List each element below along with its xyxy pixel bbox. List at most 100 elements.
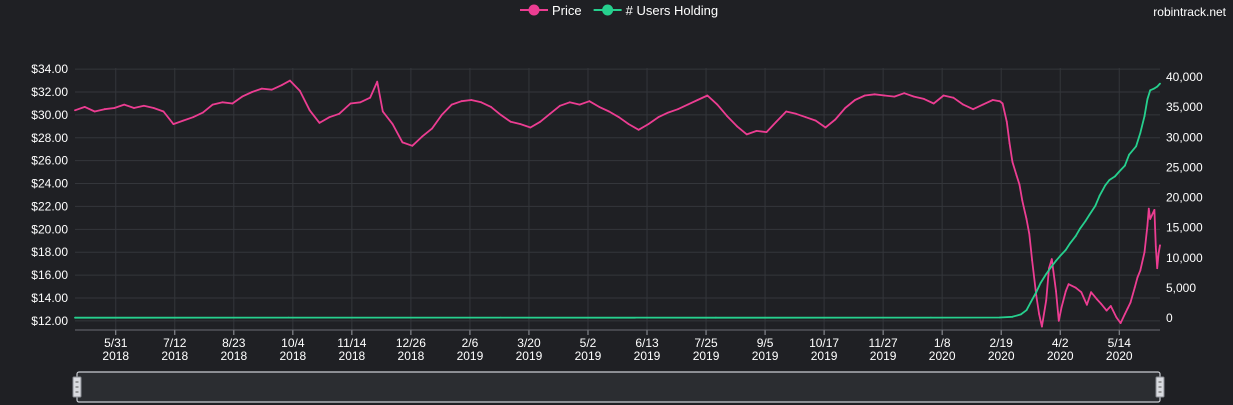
data-point-price — [113, 107, 116, 109]
data-point-users-holding — [1029, 301, 1032, 304]
data-point-price — [1055, 290, 1057, 292]
x-tick-label-date: 2/6 — [462, 336, 479, 350]
data-point-price — [1105, 309, 1108, 312]
x-tick-label-year: 2020 — [1106, 349, 1133, 363]
y-left-axis: $12.00 $14.00 $16.00 $18.00 $20.00 $22.00 $24.… — [31, 62, 68, 328]
data-point-users-holding — [1114, 175, 1116, 178]
x-axis: 5/3120187/1220188/23201810/4201811/14201… — [75, 329, 1160, 363]
x-tick-label-date: 1/8 — [934, 336, 951, 350]
data-point-price — [411, 144, 414, 147]
data-point-price — [736, 125, 738, 128]
data-point-users-holding — [1135, 145, 1137, 148]
legend-item-users-holding[interactable]: # Users Holding — [593, 3, 719, 18]
x-tick-label-date: 3/20 — [517, 336, 541, 350]
data-point-price — [923, 98, 925, 100]
x-tick-label-date: 11/27 — [869, 336, 898, 350]
data-point-price — [1025, 218, 1028, 220]
x-tick-label-year: 2020 — [929, 349, 956, 363]
data-point-users-holding — [1011, 315, 1014, 318]
data-point-price — [578, 103, 581, 106]
x-tick-label-date: 7/25 — [694, 336, 718, 350]
data-point-price — [627, 123, 630, 125]
data-point-price — [804, 116, 807, 119]
data-point-price — [942, 94, 945, 97]
data-point-price — [568, 101, 571, 104]
data-point-price — [440, 114, 443, 116]
data-point-users-holding — [1156, 85, 1159, 88]
data-point-price — [1011, 160, 1014, 163]
data-point-price — [529, 126, 532, 129]
data-point-users-holding — [287, 316, 290, 319]
data-point-price — [864, 94, 866, 97]
y-left-tick-label: $20.00 — [31, 222, 68, 236]
data-point-users-holding — [1146, 98, 1149, 101]
data-point-price — [932, 102, 935, 105]
data-point-price — [598, 106, 601, 108]
x-tick-label-year: 2019 — [693, 349, 720, 363]
series-points-price — [74, 79, 1161, 328]
data-point-price — [1008, 142, 1011, 145]
data-point-users-holding — [1159, 82, 1161, 85]
data-point-price — [765, 131, 768, 134]
x-tick-label-date: 12/26 — [396, 336, 426, 350]
x-tick-label-year: 2019 — [516, 349, 543, 363]
data-point-price — [785, 110, 788, 113]
data-point-price — [1015, 174, 1018, 177]
legend-swatch-dot — [602, 4, 614, 16]
data-point-price — [509, 120, 512, 123]
y-right-tick-label: 30,000 — [1166, 130, 1203, 144]
data-point-price — [1080, 291, 1083, 294]
legend[interactable]: Price # Users Holding — [520, 3, 718, 18]
data-point-price — [280, 84, 283, 87]
data-point-price — [143, 104, 145, 107]
data-point-price — [519, 123, 522, 125]
data-point-price — [1115, 316, 1118, 319]
data-point-price — [1153, 209, 1156, 211]
y-right-tick-label: 10,000 — [1166, 251, 1203, 265]
data-point-price — [123, 103, 126, 106]
data-point-price — [391, 123, 394, 125]
data-point-price — [401, 141, 404, 144]
y-left-tick-label: $12.00 — [31, 314, 68, 328]
data-point-price — [499, 114, 502, 116]
data-point-users-holding — [1049, 267, 1052, 269]
data-point-price — [182, 119, 185, 122]
data-point-users-holding — [1045, 273, 1048, 275]
zoom-slider-right-handle[interactable] — [1155, 376, 1165, 398]
data-point-price — [133, 107, 135, 109]
data-point-price — [637, 128, 640, 131]
data-point-price — [162, 110, 165, 113]
y-left-tick-label: $16.00 — [31, 268, 68, 282]
data-point-price — [1100, 302, 1102, 305]
zoom-slider-left-handle[interactable] — [72, 376, 82, 398]
data-point-users-holding — [1035, 291, 1038, 293]
data-point-price — [824, 126, 827, 129]
data-point-users-holding — [1069, 242, 1071, 245]
legend-item-price[interactable]: Price — [520, 3, 582, 18]
zoom-slider[interactable] — [72, 371, 1165, 403]
x-tick-label-date: 10/4 — [281, 336, 305, 350]
data-point-price — [231, 102, 234, 105]
data-point-price — [369, 96, 371, 99]
data-point-users-holding — [1149, 89, 1152, 92]
data-point-price — [359, 101, 362, 104]
data-point-users-holding — [1059, 255, 1062, 257]
data-point-price — [726, 115, 728, 117]
data-point-price — [460, 100, 463, 103]
data-point-price — [251, 91, 254, 93]
data-point-price — [716, 103, 719, 106]
x-tick-label-date: 4/2 — [1052, 336, 1069, 350]
x-tick-label-year: 2018 — [102, 349, 129, 363]
data-point-price — [706, 94, 709, 97]
data-point-price — [192, 116, 195, 119]
x-tick-label-date: 11/14 — [337, 336, 366, 350]
data-point-users-holding — [715, 316, 717, 319]
data-point-price — [854, 99, 856, 101]
data-point-users-holding — [1025, 309, 1028, 312]
y-right-tick-label: 0 — [1166, 311, 1173, 325]
zoom-slider-window[interactable] — [76, 371, 1161, 403]
data-point-price — [1028, 233, 1031, 235]
data-point-price — [480, 101, 483, 104]
x-tick-label-date: 9/5 — [757, 336, 774, 350]
series-line-users-holding — [74, 82, 1161, 319]
